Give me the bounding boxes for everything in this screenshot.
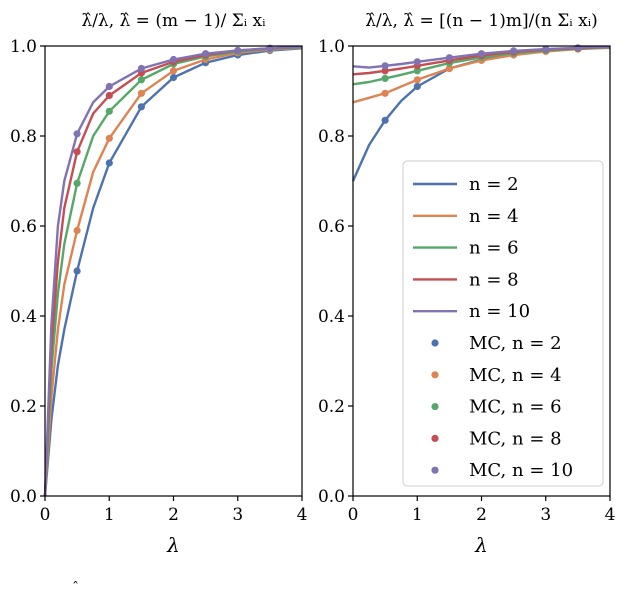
legend-label: n = 8 (469, 269, 519, 290)
y-tick-label: 0.8 (10, 127, 37, 147)
x-tick-label: 4 (605, 505, 616, 525)
mc-point-n8 (381, 67, 389, 75)
mc-point-n6 (73, 179, 81, 187)
y-tick-label: 0.8 (318, 127, 345, 147)
panel-title: λ̂/λ, λ̂ = (m − 1)/ Σᵢ xᵢ (81, 11, 266, 31)
right-panel: λ̂/λ, λ̂ = [(n − 1)m]/(n Σᵢ xᵢ) 0 1 2 3 4 0.0 0… (318, 11, 615, 557)
x-axis-label: λ (166, 533, 180, 557)
left-panel: λ̂/λ, λ̂ = (m − 1)/ Σᵢ xᵢ 0 1 2 3 4 0.0 0.2 0.4 0… (10, 11, 307, 557)
legend-label: MC, n = 6 (469, 397, 562, 418)
x-tick-label: 0 (348, 505, 359, 525)
mc-point-n10 (234, 46, 242, 55)
x-tick-label: 4 (297, 505, 308, 525)
mc-point-n4 (413, 76, 421, 84)
mc-point-n10 (381, 62, 389, 70)
mc-point-n10 (509, 47, 518, 55)
legend-label: MC, n = 8 (469, 428, 562, 449)
legend-label: n = 4 (469, 206, 519, 227)
mc-point-n10 (574, 44, 582, 52)
panel-title: λ̂/λ, λ̂ = [(n − 1)m]/(n Σᵢ xᵢ) (365, 11, 598, 31)
mc-point-n10 (542, 45, 550, 53)
y-tick-label: 1.0 (10, 37, 37, 57)
x-tick-label: 3 (232, 505, 243, 525)
legend-dot-swatch (431, 339, 439, 347)
y-tick-label: 0.2 (318, 397, 345, 417)
y-tick-label: 0.2 (10, 397, 37, 417)
series-line-n4 (43, 46, 303, 497)
series-line-n10 (43, 45, 303, 497)
mc-point-n10 (445, 54, 453, 62)
x-tick-label: 2 (168, 505, 179, 525)
mc-point-n10 (73, 130, 81, 138)
mc-point-n4 (381, 89, 389, 97)
legend-label: MC, n = 2 (469, 333, 562, 354)
mc-point-n6 (381, 74, 389, 82)
y-tick-label: 1.0 (318, 37, 345, 57)
axes-frame (44, 45, 303, 497)
legend-dot-swatch (431, 434, 439, 442)
mc-point-n4 (445, 64, 453, 73)
y-tick-label: 0.4 (318, 307, 345, 327)
mc-point-n4 (169, 67, 178, 75)
mc-point-n10 (477, 50, 486, 58)
mc-point-n2 (169, 73, 178, 82)
mc-point-n8 (73, 148, 81, 156)
mc-point-n4 (137, 89, 145, 97)
mc-point-n2 (413, 82, 421, 91)
mc-point-n6 (413, 67, 421, 75)
legend-label: n = 6 (469, 238, 519, 259)
mc-point-n10 (202, 50, 210, 58)
mc-point-n2 (137, 103, 145, 111)
x-tick-label: 2 (476, 505, 487, 525)
mc-point-n10 (105, 82, 113, 91)
x-tick-label: 1 (104, 505, 115, 525)
series-line-n8 (43, 45, 303, 497)
mc-point-n6 (105, 107, 113, 115)
legend-box (402, 160, 604, 487)
mc-point-n2 (105, 159, 113, 167)
mc-point-n10 (413, 58, 421, 66)
series-line-n6 (43, 46, 303, 497)
mc-point-n6 (137, 76, 145, 84)
mc-point-n4 (73, 226, 81, 235)
x-tick-label: 1 (412, 505, 423, 525)
legend-dot-swatch (431, 466, 439, 474)
mc-point-n2 (73, 267, 81, 275)
y-tick-label: 0.6 (10, 217, 37, 237)
x-tick-label: 0 (40, 505, 51, 525)
caption-fragment: ˆ (72, 580, 79, 596)
legend-label: MC, n = 4 (469, 365, 562, 386)
series-line-n2 (43, 47, 303, 497)
legend: n = 2 n = 4 n = 6 n = 8 n = 10 MC, n = 2 MC, n… (402, 160, 604, 487)
mc-point-n10 (169, 55, 178, 64)
legend-dot-swatch (431, 371, 439, 379)
mc-point-n10 (137, 64, 145, 73)
y-tick-label: 0.0 (318, 487, 345, 507)
mc-point-n8 (105, 91, 113, 100)
x-axis-label: λ (474, 533, 488, 557)
y-tick-label: 0.0 (10, 487, 37, 507)
mc-point-n2 (381, 116, 389, 124)
legend-label: n = 10 (469, 301, 530, 322)
mc-point-n4 (105, 134, 113, 142)
x-tick-label: 3 (540, 505, 551, 525)
legend-label: n = 2 (469, 174, 519, 195)
y-tick-label: 0.6 (318, 217, 345, 237)
legend-label: MC, n = 10 (469, 460, 573, 481)
y-tick-label: 0.4 (10, 307, 37, 327)
legend-dot-swatch (431, 403, 439, 411)
